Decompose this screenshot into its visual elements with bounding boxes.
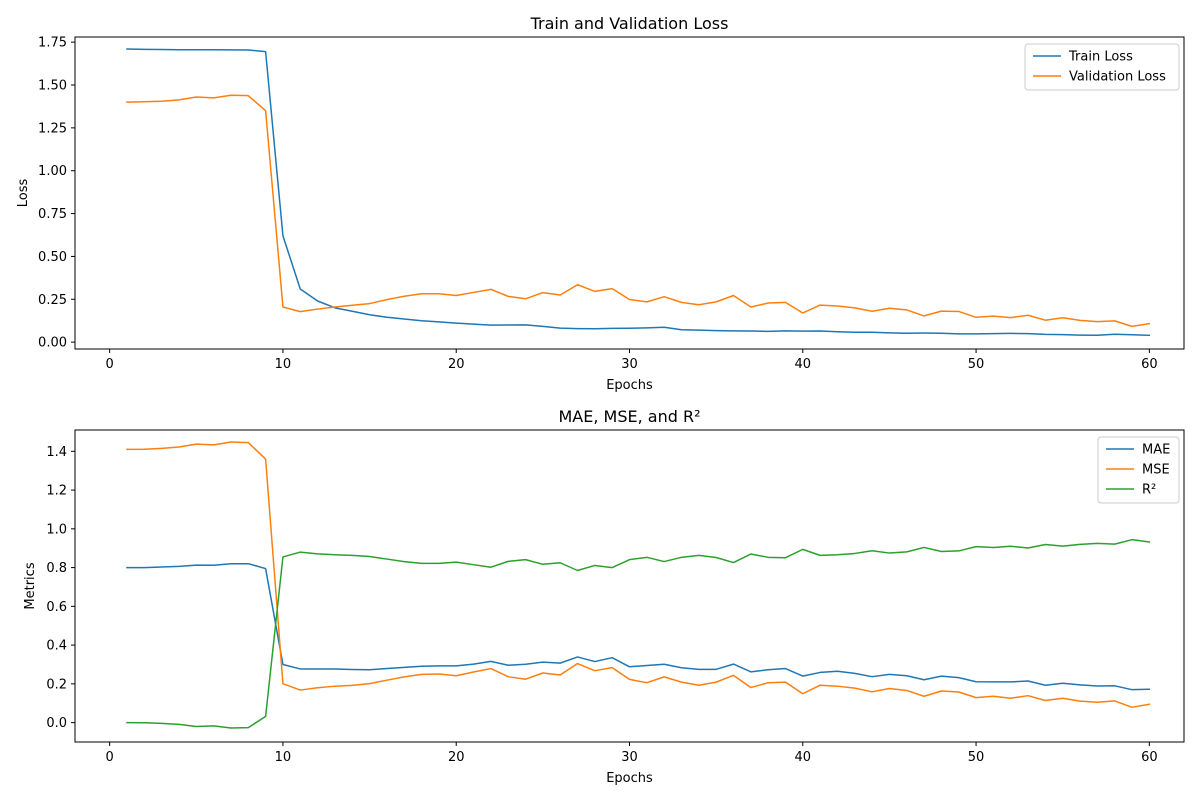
series-line-mae xyxy=(126,562,1151,691)
y-tick-label: 0.00 xyxy=(38,336,67,351)
y-tick-label: 1.2 xyxy=(46,484,67,499)
y-tick-label: 1.25 xyxy=(38,121,67,136)
y-tick-label: 1.50 xyxy=(38,79,67,94)
y-tick-label: 0.8 xyxy=(46,561,67,576)
x-tick-label: 60 xyxy=(1141,357,1158,372)
x-axis-label: Epochs xyxy=(606,771,653,786)
y-tick-label: 1.00 xyxy=(38,164,67,179)
x-tick-label: 20 xyxy=(448,357,465,372)
y-tick-label: 0.2 xyxy=(46,677,67,692)
series-line-mse xyxy=(126,441,1151,709)
x-tick-label: 50 xyxy=(968,357,985,372)
x-tick-label: 60 xyxy=(1141,750,1158,765)
chart-title: Train and Validation Loss xyxy=(530,14,729,33)
plot-frame xyxy=(74,429,1185,743)
x-tick-label: 30 xyxy=(621,357,638,372)
series-line-r xyxy=(126,538,1151,729)
x-tick-label: 0 xyxy=(106,357,114,372)
x-tick-label: 40 xyxy=(795,750,812,765)
x-tick-label: 0 xyxy=(106,750,114,765)
loss-chart: Train and Validation Loss 0 10 20 30 40 50 60 0… xyxy=(16,14,1185,393)
legend: MAE MSE R² xyxy=(1097,436,1180,504)
x-tick-label: 20 xyxy=(448,750,465,765)
legend-box xyxy=(1024,43,1180,91)
y-tick-label: 0.75 xyxy=(38,207,67,222)
x-axis-label: Epochs xyxy=(606,378,653,393)
x-tick-label: 10 xyxy=(275,750,292,765)
legend: Train Loss Validation Loss xyxy=(1024,43,1180,91)
series-line-train-loss xyxy=(126,48,1151,337)
x-tick-label: 40 xyxy=(795,357,812,372)
legend-label: MSE xyxy=(1142,463,1170,478)
y-axis-label: Metrics xyxy=(23,562,38,609)
legend-label: MAE xyxy=(1142,443,1170,458)
y-axis-label: Loss xyxy=(16,179,31,208)
y-tick-label: 1.0 xyxy=(46,522,67,537)
x-tick-label: 30 xyxy=(621,750,638,765)
y-tick-label: 0.4 xyxy=(46,639,67,654)
legend-label: Train Loss xyxy=(1068,50,1133,65)
plot-frame xyxy=(74,36,1185,350)
y-tick-label: 0.6 xyxy=(46,600,67,615)
y-tick-label: 1.75 xyxy=(38,36,67,51)
x-tick-label: 10 xyxy=(275,357,292,372)
chart-title: MAE, MSE, and R² xyxy=(559,407,701,426)
y-tick-label: 0.0 xyxy=(46,716,67,731)
y-tick-label: 0.25 xyxy=(38,293,67,308)
legend-label: R² xyxy=(1142,483,1156,498)
legend-label: Validation Loss xyxy=(1069,70,1166,85)
y-tick-label: 1.4 xyxy=(46,445,67,460)
x-tick-label: 50 xyxy=(968,750,985,765)
series-line-validation-loss xyxy=(126,94,1151,328)
metrics-chart: MAE, MSE, and R² 0 10 20 30 40 50 60 0.0 0.2 0.4 0… xyxy=(23,407,1185,786)
y-tick-label: 0.50 xyxy=(38,250,67,265)
legend-box xyxy=(1097,436,1180,504)
